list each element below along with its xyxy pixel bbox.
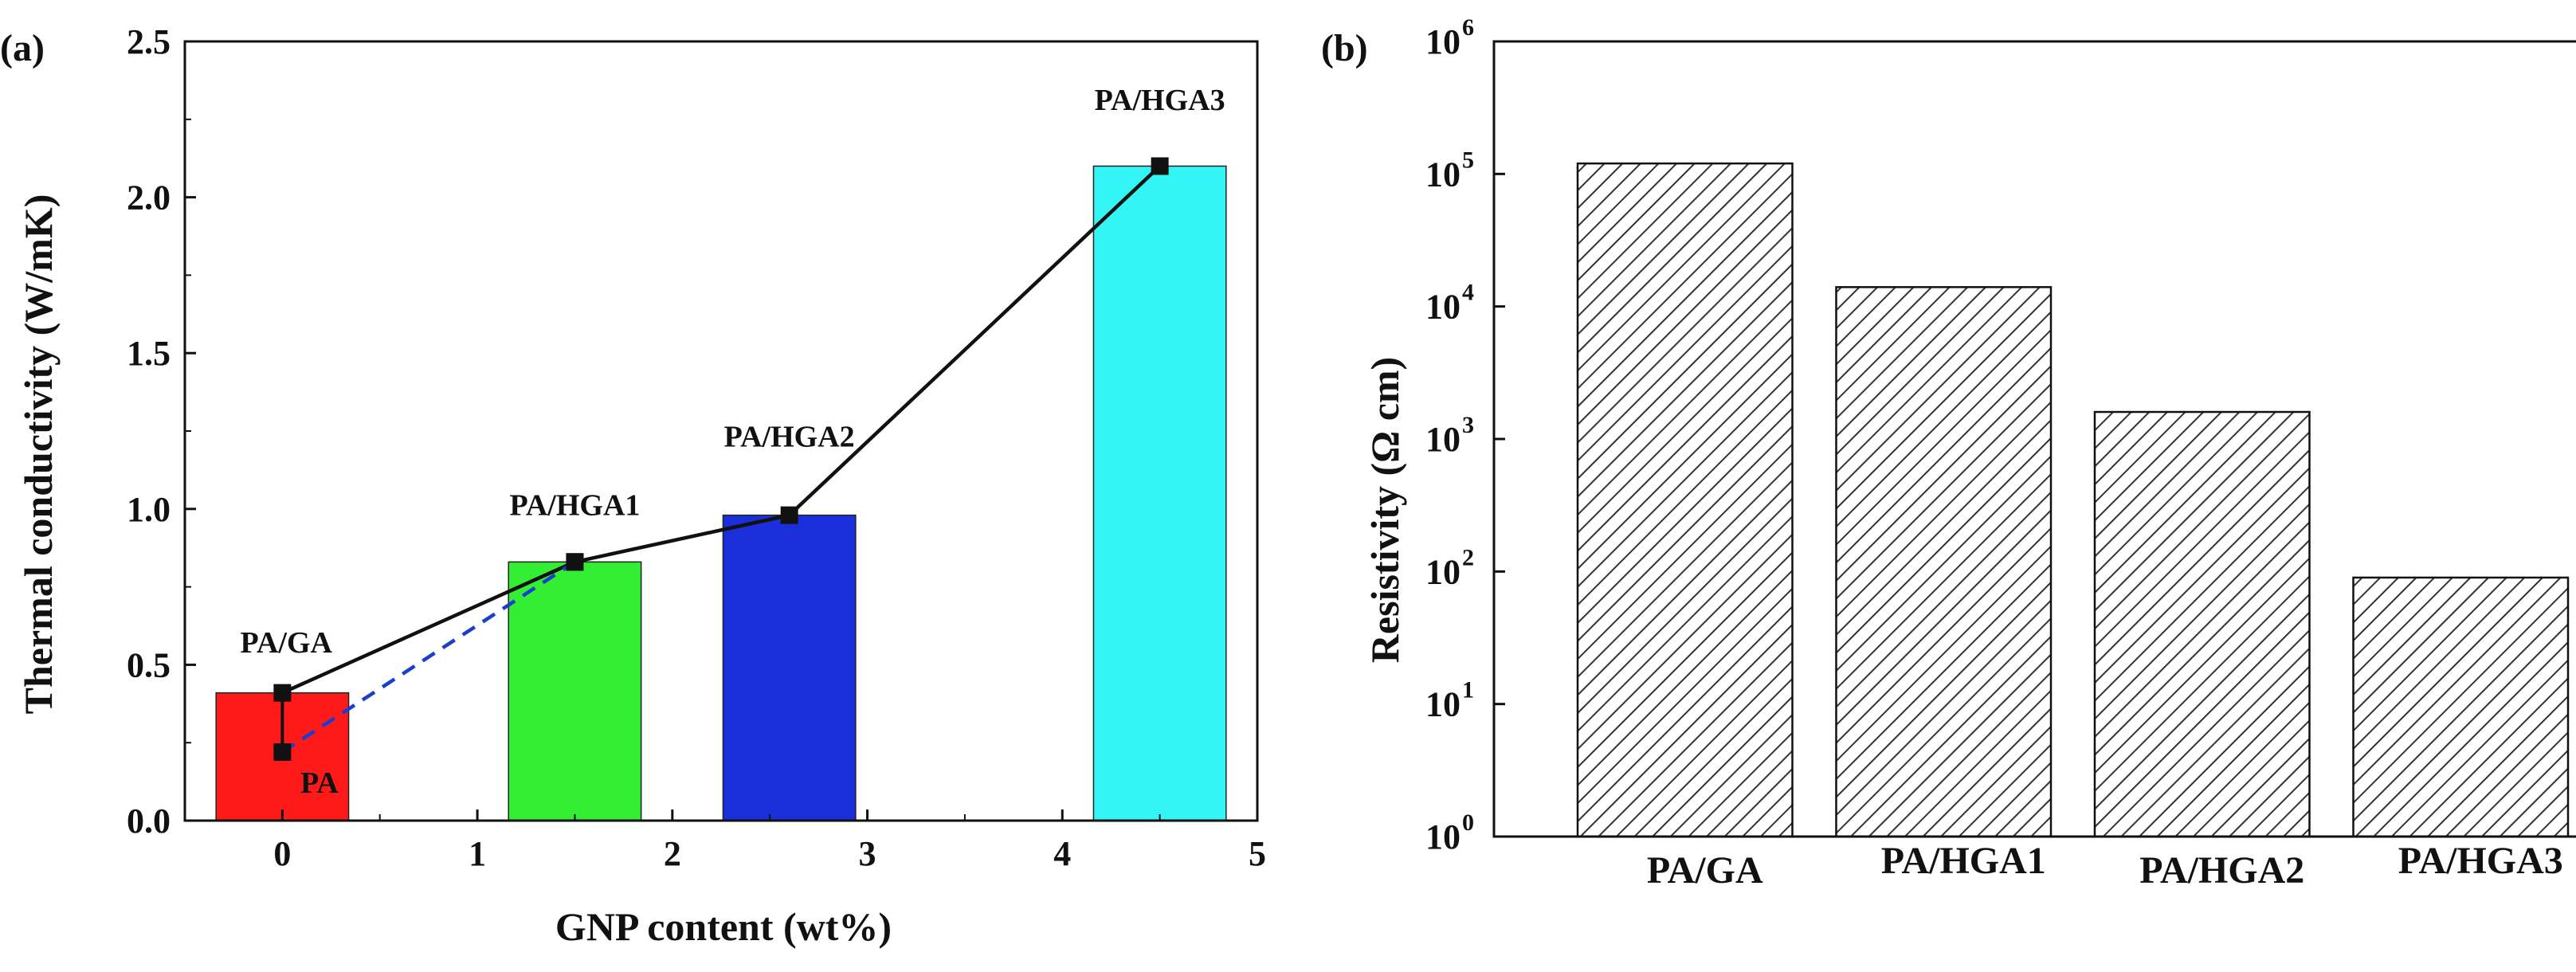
y-tick-label-6: 10 [1425,22,1461,61]
bar-0 [1576,162,1794,838]
series-0-marker-3 [1151,157,1169,175]
x-tick-label-5: 5 [1249,834,1266,873]
annotation-4: PA/HGA3 [1095,84,1225,117]
bar-1 [508,561,642,821]
y-tick-exponent-1: 1 [1462,677,1474,704]
x-tick-label-2: PA/HGA2 [2139,849,2304,892]
bar-2 [722,514,857,821]
panel-a-y-ticks: 0.0 0.5 1.0 1.5 2.0 2.5 [127,22,196,841]
y-tick-exponent-5: 5 [1462,147,1474,173]
y-tick-exponent-4: 4 [1462,280,1474,306]
panel-a-label: (a) [0,27,45,69]
bar-2 [2093,410,2311,838]
series-line-1 [281,560,576,754]
bar-3 [2352,576,2570,838]
y-tick-label-3: 1.5 [127,334,171,373]
panel-a-x-ticks: 0 1 2 3 4 5 [273,809,1266,873]
y-tick-label-0: 0.0 [127,802,171,841]
y-tick-label-1: 10 [1425,685,1461,724]
series-0-marker-0 [273,684,292,702]
series-line-0 [281,164,1162,695]
y-tick-label-4: 10 [1425,288,1461,327]
panel-a-lines [273,157,1169,761]
y-tick-exponent-6: 6 [1462,14,1474,41]
panel-b-y-axis-title: Resistivity (Ω cm) [1362,357,1407,663]
panel-a-x-axis-title: GNP content (wt%) [555,904,892,949]
bar-3 [1092,165,1227,821]
annotation-3: PA/HGA2 [724,421,855,454]
y-tick-label-2: 10 [1425,552,1461,591]
y-tick-label-3: 10 [1425,420,1461,459]
y-tick-exponent-2: 2 [1462,544,1474,570]
panel-b-x-ticks: PA/GA PA/HGA1 PA/HGA2 PA/HGA3 [1647,840,2563,892]
series-1-marker-1 [566,553,584,571]
annotation-1: PA [300,766,339,800]
x-tick-label-4: 4 [1053,834,1071,873]
annotation-2: PA/HGA1 [509,489,640,523]
panel-b-bars [1576,162,2570,838]
bar-1 [1835,286,2053,838]
annotation-0: PA/GA [241,626,333,660]
y-tick-label-5: 10 [1425,155,1461,194]
y-tick-label-2: 1.0 [127,490,171,529]
series-1-marker-0 [273,743,292,761]
y-tick-exponent-0: 0 [1462,809,1474,836]
series-0-marker-2 [780,506,798,524]
x-tick-label-1: 1 [469,834,486,873]
x-tick-label-1: PA/HGA1 [1881,840,2046,882]
x-tick-label-2: 2 [664,834,681,873]
panel-b-label: (b) [1321,27,1368,69]
x-tick-label-0: PA/GA [1647,849,1763,892]
y-tick-label-1: 0.5 [127,645,171,684]
x-tick-label-3: PA/HGA3 [2398,840,2563,882]
y-tick-exponent-3: 3 [1462,412,1474,438]
y-tick-label-0: 10 [1425,817,1461,856]
panel-a-y-axis-title: Thermal conductivity (W/mK) [16,194,61,715]
y-tick-label-5: 2.5 [127,22,171,61]
x-tick-label-0: 0 [273,834,291,873]
x-tick-label-3: 3 [859,834,876,873]
panel-a-bars [215,165,1227,821]
y-tick-label-4: 2.0 [127,178,171,218]
panel-a-annotations: PA/GA PA PA/HGA1 PA/HGA2 PA/HGA3 [241,84,1225,800]
